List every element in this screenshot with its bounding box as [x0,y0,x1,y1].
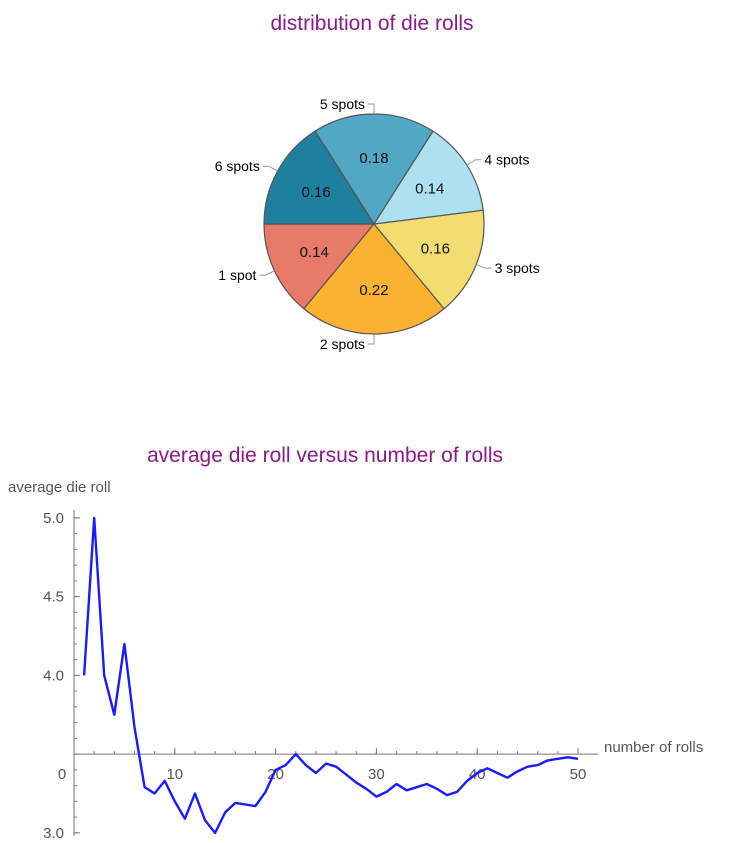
y-tick-label: 4.5 [43,589,64,606]
pie-slice [263,223,376,310]
slice-label-connector [262,165,278,172]
axis-ticks: 3.04.04.55.00 10 20 30 40 50 [43,510,586,842]
x-tick-label: 50 [570,766,587,783]
y-tick-label: 3.0 [43,825,64,842]
pie-labels: 0.14 1 spot 0.22 2 spots 0.16 3 spots 0.14 4 sp… [215,96,540,352]
y-tick-label: 5.0 [43,510,64,527]
slice-value-label: 0.16 [302,184,331,201]
x-axis-label: number of rolls [604,739,703,756]
slice-value-label: 0.14 [415,181,444,198]
slice-category-label: 5 spots [320,96,365,112]
slice-category-label: 2 spots [320,336,365,352]
axes [73,510,598,836]
pie-chart-title: distribution of die rolls [270,12,473,35]
pie-chart: distribution of die rolls 0.14 1 spot 0.22… [215,12,540,352]
slice-value-label: 0.14 [300,244,329,261]
slice-label-connector [368,334,375,345]
slice-category-label: 1 spot [218,267,256,283]
slice-value-label: 0.22 [359,282,388,299]
slice-label-connector [476,264,492,269]
x-tick-label: 40 [469,766,486,783]
y-axis-label: average die roll [8,479,111,496]
slice-label-connector [466,159,482,166]
slice-value-label: 0.18 [359,150,388,167]
slice-value-label: 0.16 [421,240,450,257]
slice-category-label: 3 spots [495,260,540,276]
slice-category-label: 6 spots [215,158,260,174]
pie-slice [303,223,445,335]
series-line-average-die-roll [82,516,579,835]
slice-label-connector [259,270,275,276]
line-chart-title: average die roll versus number of rolls [147,444,503,467]
x-tick-label: 10 [166,766,183,783]
line-chart: average die roll versus number of rolls … [8,444,703,842]
slice-label-connector [368,103,375,114]
slice-category-label: 4 spots [484,152,529,168]
pie-slice [314,113,434,226]
pie-slice [372,209,485,310]
pie-slices [263,113,485,335]
y-tick-label: 4.0 [43,667,64,684]
pie-slice [263,130,376,225]
x-tick-label: 0 [58,766,66,783]
x-tick-label: 30 [368,766,385,783]
